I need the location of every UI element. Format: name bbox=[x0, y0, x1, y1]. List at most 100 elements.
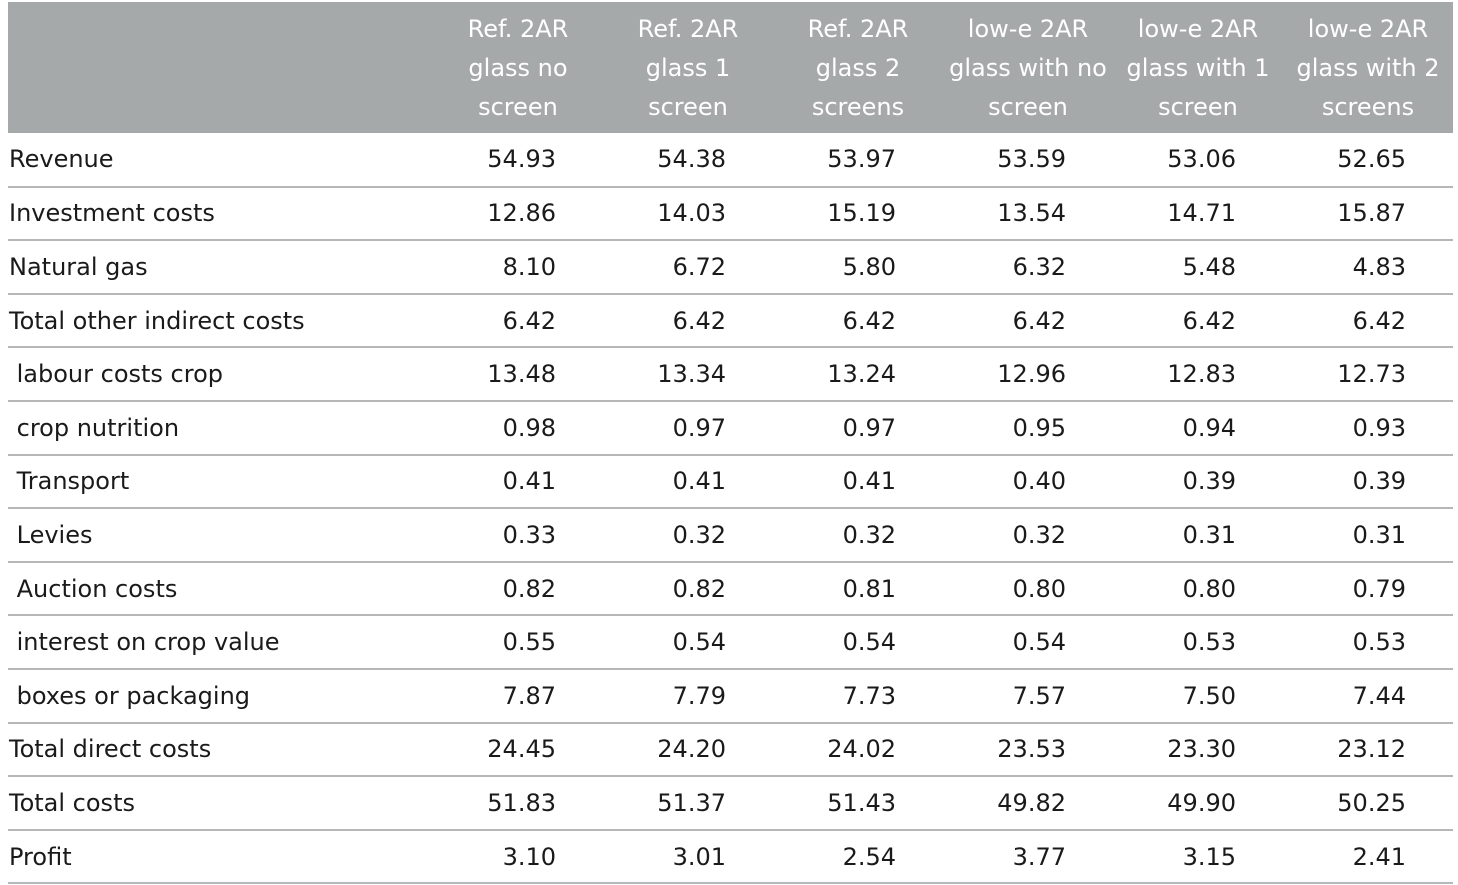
table-cell: 15.19 bbox=[773, 186, 943, 242]
table-cell: 0.53 bbox=[1283, 615, 1453, 670]
table-cell: 50.25 bbox=[1283, 776, 1453, 831]
table-cell: 0.94 bbox=[1113, 400, 1283, 456]
row-label: Natural gas bbox=[8, 240, 433, 295]
table-row: Natural gas 8.10 6.72 5.80 6.32 5.48 4.8… bbox=[8, 240, 1453, 295]
table-cell: 6.42 bbox=[943, 293, 1113, 349]
table-cell: 51.83 bbox=[433, 776, 603, 831]
table-cell: 13.24 bbox=[773, 347, 943, 402]
table-cell: 24.20 bbox=[603, 722, 773, 778]
column-header-line: Ref. 2AR bbox=[467, 15, 569, 43]
table-cell: 7.57 bbox=[943, 668, 1113, 724]
table-cell: 51.43 bbox=[773, 776, 943, 831]
table-row: Total costs 51.83 51.37 51.43 49.82 49.9… bbox=[8, 776, 1453, 831]
table-row: Investment costs 12.86 14.03 15.19 13.54… bbox=[8, 186, 1453, 242]
table-body: Revenue 54.93 54.38 53.97 53.59 53.06 52… bbox=[8, 133, 1453, 885]
table-cell: 7.44 bbox=[1283, 668, 1453, 724]
column-header-line: glass with no bbox=[949, 54, 1107, 82]
table-row: boxes or packaging 7.87 7.79 7.73 7.57 7… bbox=[8, 668, 1453, 724]
table-cell: 7.73 bbox=[773, 668, 943, 724]
column-header-line: glass with 2 bbox=[1296, 54, 1440, 82]
row-label: Investment costs bbox=[8, 186, 433, 242]
header-empty-cell bbox=[8, 2, 433, 133]
table-cell: 5.48 bbox=[1113, 240, 1283, 295]
table-cell: 12.73 bbox=[1283, 347, 1453, 402]
table-cell: 0.31 bbox=[1113, 508, 1283, 563]
table-cell: 6.42 bbox=[1113, 293, 1283, 349]
table-cell: 0.39 bbox=[1113, 454, 1283, 510]
table-row: Total direct costs 24.45 24.20 24.02 23.… bbox=[8, 722, 1453, 778]
column-header: Ref. 2AR glass 1 screen bbox=[603, 2, 773, 133]
table-cell: 13.48 bbox=[433, 347, 603, 402]
table-row: Transport 0.41 0.41 0.41 0.40 0.39 0.39 bbox=[8, 454, 1453, 510]
column-header-line: screen bbox=[1158, 93, 1238, 121]
table-cell: 23.53 bbox=[943, 722, 1113, 778]
table-cell: 53.59 bbox=[943, 133, 1113, 188]
table-cell: 23.30 bbox=[1113, 722, 1283, 778]
table-cell: 0.97 bbox=[773, 400, 943, 456]
table-cell: 0.32 bbox=[773, 508, 943, 563]
column-header-line: Ref. 2AR bbox=[807, 15, 909, 43]
row-label: labour costs crop bbox=[8, 347, 433, 402]
table-cell: 49.90 bbox=[1113, 776, 1283, 831]
table-cell: 12.96 bbox=[943, 347, 1113, 402]
row-label: interest on crop value bbox=[8, 615, 433, 670]
row-label: Revenue bbox=[8, 133, 433, 188]
cost-comparison-table-wrapper: Ref. 2AR glass no screen Ref. 2AR glass … bbox=[8, 2, 1453, 885]
column-header-line: screen bbox=[478, 93, 558, 121]
cost-comparison-table: Ref. 2AR glass no screen Ref. 2AR glass … bbox=[8, 2, 1453, 885]
table-cell: 6.72 bbox=[603, 240, 773, 295]
header-row: Ref. 2AR glass no screen Ref. 2AR glass … bbox=[8, 2, 1453, 133]
table-cell: 7.87 bbox=[433, 668, 603, 724]
table-cell: 0.80 bbox=[943, 561, 1113, 617]
table-cell: 3.77 bbox=[943, 829, 1113, 885]
table-row: Total other indirect costs 6.42 6.42 6.4… bbox=[8, 293, 1453, 349]
table-cell: 3.01 bbox=[603, 829, 773, 885]
row-label: Total direct costs bbox=[8, 722, 433, 778]
table-cell: 7.50 bbox=[1113, 668, 1283, 724]
row-label: Total other indirect costs bbox=[8, 293, 433, 349]
table-cell: 12.86 bbox=[433, 186, 603, 242]
column-header: low-e 2AR glass with no screen bbox=[943, 2, 1113, 133]
row-label: Total costs bbox=[8, 776, 433, 831]
column-header-line: low-e 2AR bbox=[1137, 15, 1259, 43]
table-cell: 3.15 bbox=[1113, 829, 1283, 885]
table-cell: 0.41 bbox=[773, 454, 943, 510]
column-header-line: glass 1 bbox=[645, 54, 731, 82]
column-header-line: glass 2 bbox=[815, 54, 901, 82]
table-cell: 6.42 bbox=[773, 293, 943, 349]
table-cell: 53.97 bbox=[773, 133, 943, 188]
table-cell: 12.83 bbox=[1113, 347, 1283, 402]
table-cell: 0.41 bbox=[433, 454, 603, 510]
table-cell: 49.82 bbox=[943, 776, 1113, 831]
table-cell: 6.42 bbox=[433, 293, 603, 349]
table-cell: 54.93 bbox=[433, 133, 603, 188]
table-cell: 0.53 bbox=[1113, 615, 1283, 670]
table-cell: 13.34 bbox=[603, 347, 773, 402]
table-cell: 0.39 bbox=[1283, 454, 1453, 510]
table-cell: 0.95 bbox=[943, 400, 1113, 456]
table-cell: 0.98 bbox=[433, 400, 603, 456]
table-cell: 24.02 bbox=[773, 722, 943, 778]
table-cell: 54.38 bbox=[603, 133, 773, 188]
table-cell: 4.83 bbox=[1283, 240, 1453, 295]
table-cell: 14.03 bbox=[603, 186, 773, 242]
column-header: Ref. 2AR glass 2 screens bbox=[773, 2, 943, 133]
column-header: low-e 2AR glass with 1 screen bbox=[1113, 2, 1283, 133]
table-cell: 2.41 bbox=[1283, 829, 1453, 885]
table-cell: 0.97 bbox=[603, 400, 773, 456]
table-cell: 0.31 bbox=[1283, 508, 1453, 563]
column-header-line: glass with 1 bbox=[1126, 54, 1270, 82]
table-row: Levies 0.33 0.32 0.32 0.32 0.31 0.31 bbox=[8, 508, 1453, 563]
column-header-line: low-e 2AR bbox=[967, 15, 1089, 43]
table-row: Auction costs 0.82 0.82 0.81 0.80 0.80 0… bbox=[8, 561, 1453, 617]
table-row: Revenue 54.93 54.38 53.97 53.59 53.06 52… bbox=[8, 133, 1453, 188]
table-row: labour costs crop 13.48 13.34 13.24 12.9… bbox=[8, 347, 1453, 402]
row-label: Levies bbox=[8, 508, 433, 563]
table-row: Profit 3.10 3.01 2.54 3.77 3.15 2.41 bbox=[8, 829, 1453, 885]
table-cell: 0.82 bbox=[603, 561, 773, 617]
column-header-line: screens bbox=[1321, 93, 1415, 121]
table-cell: 0.40 bbox=[943, 454, 1113, 510]
table-cell: 0.93 bbox=[1283, 400, 1453, 456]
table-cell: 2.54 bbox=[773, 829, 943, 885]
table-cell: 8.10 bbox=[433, 240, 603, 295]
